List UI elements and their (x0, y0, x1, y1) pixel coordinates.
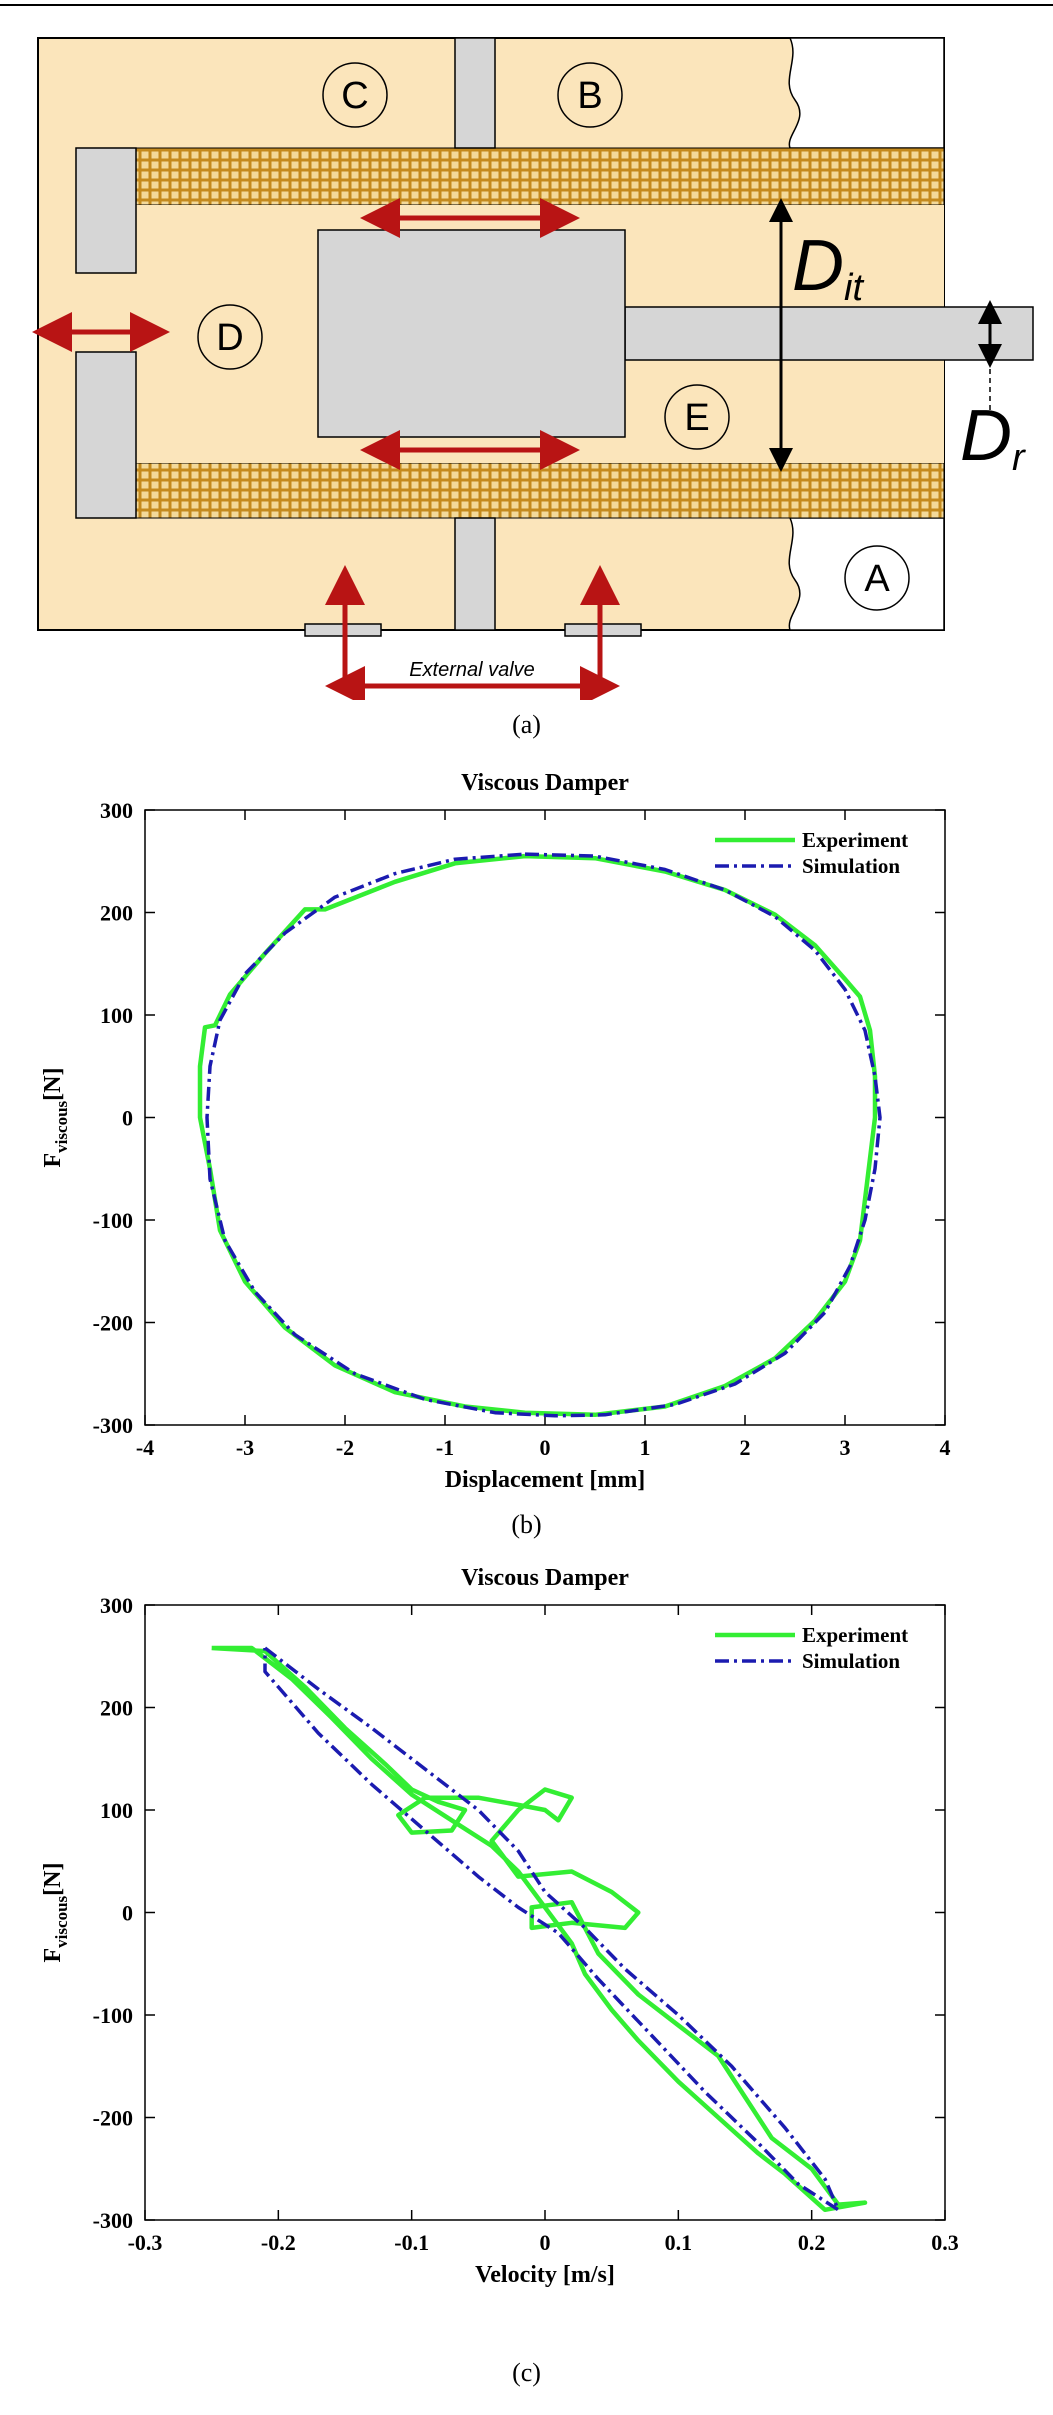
x-tick-label: 3 (840, 1435, 851, 1460)
y-axis-label: Fviscous[N] (40, 1068, 71, 1168)
y-axis-label-symbol: F (40, 1153, 66, 1168)
y-tick-label: -300 (93, 2208, 133, 2233)
chamber-label-a: A (844, 545, 910, 611)
dim-r-label: Dr (960, 396, 1026, 479)
x-axis-label: Displacement [mm] (445, 1467, 646, 1493)
y-tick-label: 100 (100, 1003, 133, 1028)
y-tick-label: 0 (122, 1901, 133, 1926)
chart-force-velocity: Viscous Damper -0.3 -0.2 -0.1 0 0.1 0.2 0.3 -300… (40, 1565, 959, 2288)
x-tick-label: -1 (436, 1435, 454, 1460)
caption-a: (a) (512, 710, 541, 739)
piston-head (317, 229, 626, 438)
open-region-bottom (788, 517, 945, 631)
x-tick-label: -0.3 (128, 2230, 163, 2255)
y-tick-label: 100 (100, 1798, 133, 1823)
chart-title: Viscous Damper (461, 770, 629, 796)
x-tick-label: -3 (236, 1435, 254, 1460)
svg-text:A: A (864, 558, 890, 600)
y-tick-label: 200 (100, 901, 133, 926)
chamber-label-b: B (557, 62, 623, 128)
x-tick-label: 0 (540, 1435, 551, 1460)
y-axis-label-subscript: viscous (52, 1895, 71, 1947)
y-axis-label: Fviscous[N] (40, 1863, 71, 1963)
separator-bottom (454, 517, 496, 631)
left-block-top (75, 147, 137, 274)
separator-top (454, 37, 496, 149)
chamber-label-d: D (197, 304, 263, 370)
y-tick-label: 200 (100, 1696, 133, 1721)
y-axis-label-unit: [N] (40, 1863, 66, 1896)
open-region-top (788, 37, 945, 149)
y-axis-label-symbol: F (40, 1948, 66, 1963)
piston-rod (624, 306, 1034, 361)
caption-b: (b) (511, 1510, 542, 1539)
x-tick-label: 0.1 (665, 2230, 693, 2255)
x-tick-label: -0.1 (394, 2230, 429, 2255)
chamber-label-c: C (322, 62, 388, 128)
x-tick-label: -0.2 (261, 2230, 296, 2255)
x-tick-label: 2 (740, 1435, 751, 1460)
x-tick-label: -2 (336, 1435, 354, 1460)
y-tick-label: 300 (100, 798, 133, 823)
x-tick-label: 0.3 (931, 2230, 959, 2255)
x-axis-label: Velocity [m/s] (475, 2262, 615, 2288)
svg-text:B: B (577, 75, 602, 117)
y-tick-label: 300 (100, 1593, 133, 1618)
series-line-experiment (211, 1645, 868, 2213)
damper-schematic: External valve Dit Dr C B D E (0, 4, 1053, 700)
plot-frame (144, 1604, 946, 2221)
chart-force-displacement: Viscous Damper -4 -3 -2 -1 0 1 2 3 4 -300 -200 -100 0… (40, 770, 951, 1493)
y-tick-label: -300 (93, 1413, 133, 1438)
chamber-label-e: E (664, 384, 730, 450)
x-tick-label: 0 (540, 2230, 551, 2255)
plot-frame (144, 809, 946, 1426)
legend-label-experiment: Experiment (802, 1623, 908, 1647)
legend-label-experiment: Experiment (802, 828, 908, 852)
y-tick-label: -200 (93, 2106, 133, 2131)
series-line-experiment (197, 853, 878, 1418)
external-valve-label: External valve (409, 659, 535, 681)
valve-port-right (564, 623, 642, 637)
x-tick-label: -4 (136, 1435, 154, 1460)
caption-c: (c) (512, 2358, 541, 2387)
svg-text:E: E (684, 397, 709, 439)
y-tick-label: -100 (93, 1208, 133, 1233)
y-tick-label: 0 (122, 1106, 133, 1131)
y-tick-label: -200 (93, 1311, 133, 1336)
y-axis-label-subscript: viscous (52, 1100, 71, 1152)
x-tick-label: 4 (940, 1435, 951, 1460)
y-axis-label-unit: [N] (40, 1068, 66, 1101)
mesh-bottom (134, 462, 945, 519)
series-line-simulation (205, 852, 882, 1418)
svg-text:C: C (341, 75, 368, 117)
x-tick-label: 1 (640, 1435, 651, 1460)
mesh-top (134, 147, 945, 206)
dim-it-label: Dit (792, 226, 864, 309)
y-tick-label: -100 (93, 2003, 133, 2028)
legend-label-simulation: Simulation (802, 1649, 900, 1673)
svg-text:D: D (216, 317, 243, 359)
x-tick-label: 0.2 (798, 2230, 826, 2255)
legend-label-simulation: Simulation (802, 854, 900, 878)
left-block-bottom (75, 351, 137, 519)
chart-title: Viscous Damper (461, 1565, 629, 1591)
